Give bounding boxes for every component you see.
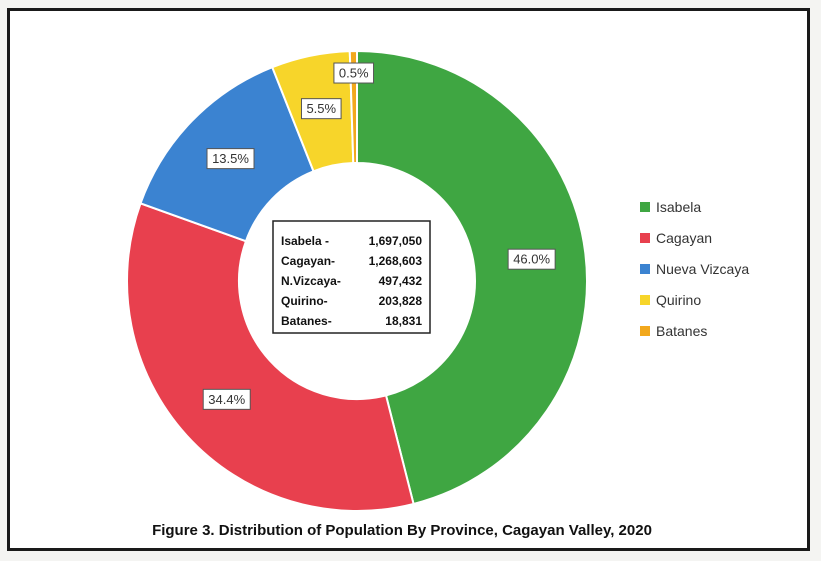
center-value-4: 18,831 [385, 314, 422, 328]
legend-label-isabela: Isabela [656, 199, 701, 215]
center-name-2: N.Vizcaya- [281, 274, 341, 288]
center-name-1: Cagayan- [281, 254, 335, 268]
legend: Isabela Cagayan Nueva Vizcaya Quirino Batane… [640, 199, 749, 339]
center-value-3: 203,828 [379, 294, 423, 308]
legend-swatch-nueva-vizcaya [640, 264, 650, 274]
legend-swatch-quirino [640, 295, 650, 305]
slice-labels-group: 46.0% 34.4% 13.5% 5.5% 0.5% [202, 62, 556, 410]
slice-label-quirino: 5.5% [300, 98, 342, 120]
center-annotation: Isabela - 1,697,050 Cagayan- 1,268,603 N.Viz… [272, 220, 431, 334]
legend-swatch-isabela [640, 202, 650, 212]
legend-label-batanes: Batanes [656, 323, 707, 339]
figure-frame: 46.0% 34.4% 13.5% 5.5% 0.5% Isabela - 1,697,0… [7, 8, 810, 551]
legend-label-quirino: Quirino [656, 292, 701, 308]
center-name-4: Batanes- [281, 314, 332, 328]
center-value-1: 1,268,603 [369, 254, 423, 268]
legend-label-cagayan: Cagayan [656, 230, 712, 246]
center-value-0: 1,697,050 [369, 234, 423, 248]
center-name-3: Quirino- [281, 294, 328, 308]
center-value-2: 497,432 [379, 274, 423, 288]
legend-swatch-cagayan [640, 233, 650, 243]
svg-text:0.5%: 0.5% [339, 66, 369, 81]
center-annotation-box [272, 220, 431, 334]
slice-isabela [356, 49, 588, 506]
figure-caption: Figure 3. Distribution of Population By … [152, 522, 652, 539]
slice-label-cagayan: 34.4% [202, 388, 251, 410]
center-name-0: Isabela - [281, 234, 329, 248]
slice-cagayan [126, 202, 415, 512]
svg-text:34.4%: 34.4% [208, 392, 245, 407]
legend-swatch-batanes [640, 326, 650, 336]
legend-label-nueva-vizcaya: Nueva Vizcaya [656, 261, 749, 277]
svg-text:46.0%: 46.0% [513, 252, 550, 267]
slice-label-isabela: 46.0% [507, 248, 556, 270]
svg-text:13.5%: 13.5% [212, 151, 249, 166]
donut-chart: 46.0% 34.4% 13.5% 5.5% 0.5% Isabela - 1,697,0… [126, 49, 749, 539]
svg-text:5.5%: 5.5% [306, 101, 336, 116]
slice-label-batanes: 0.5% [333, 62, 375, 84]
slice-label-nueva-vizcaya: 13.5% [206, 148, 255, 170]
